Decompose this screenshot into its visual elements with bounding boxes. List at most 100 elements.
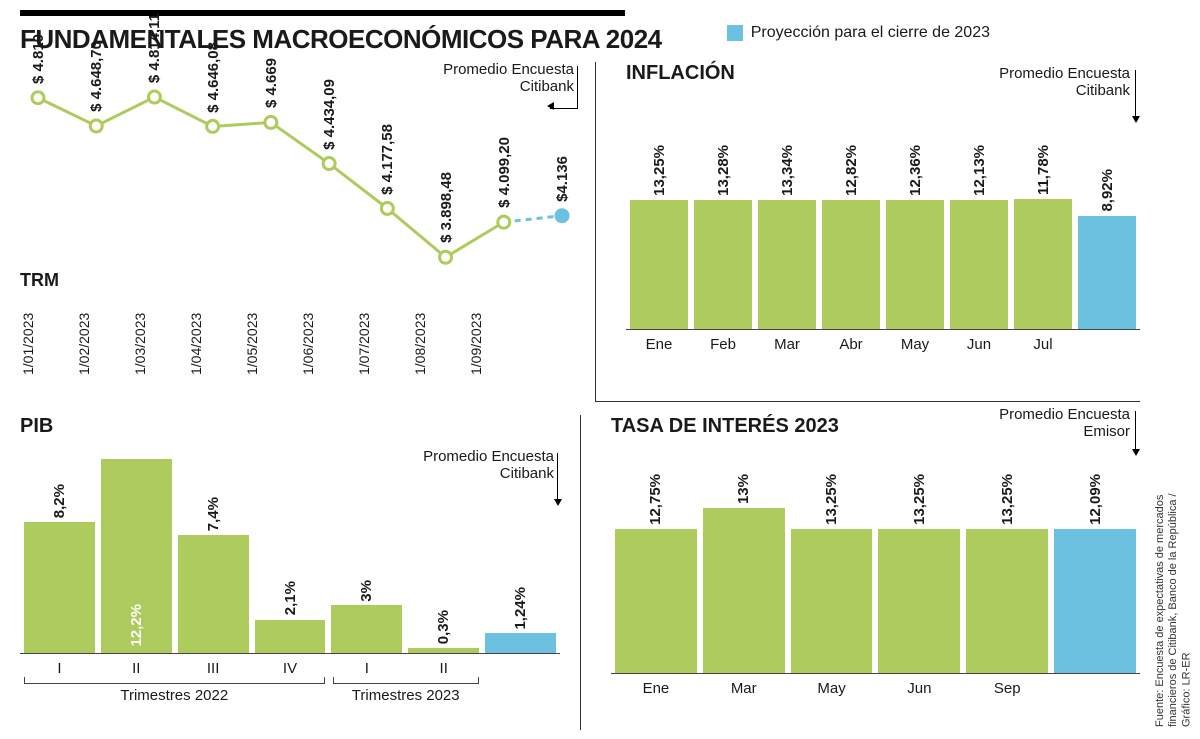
bar xyxy=(886,200,944,329)
bar xyxy=(1054,529,1136,673)
category-label: Jul xyxy=(1014,336,1072,353)
category-label: Mar xyxy=(758,336,816,353)
group-label: Trimestres 2022 xyxy=(20,679,329,704)
bar-item: 8,92% xyxy=(1078,145,1136,329)
bar-value-label: 1,24% xyxy=(512,587,529,630)
pib-title: PIB xyxy=(20,415,560,438)
category-label: Mar xyxy=(703,680,785,697)
bar-value-label: 13,28% xyxy=(715,145,732,196)
bar-item: 12,13% xyxy=(950,145,1008,329)
inflacion-panel: INFLACIÓN Promedio Encuesta Citibank 13,… xyxy=(595,62,1140,402)
tasa-callout: Promedio Encuesta Emisor xyxy=(970,407,1130,440)
bar-value-label: 13,25% xyxy=(651,145,668,196)
bar xyxy=(950,200,1008,329)
bar-item: 11,78% xyxy=(1014,145,1072,329)
category-label: Abr xyxy=(822,336,880,353)
header-rule xyxy=(20,10,625,16)
bar-item: 12,2% xyxy=(101,454,172,653)
bar-value-label: 3% xyxy=(358,580,375,602)
bar-item: 13,25% xyxy=(791,474,873,673)
bar-value-label: 13,25% xyxy=(999,474,1016,525)
category-label: 1/09/2023 xyxy=(468,308,524,380)
category-label: 1/07/2023 xyxy=(356,308,412,380)
bar-item: 13% xyxy=(703,474,785,673)
pib-groups: Trimestres 2022Trimestres 2023 xyxy=(20,677,560,704)
category-label: Ene xyxy=(615,680,697,697)
legend-swatch xyxy=(727,25,743,41)
bar xyxy=(630,200,688,329)
main-title: FUNDAMENTALES MACROECONÓMICOS PARA 2024 xyxy=(20,24,662,55)
bar-item: 12,75% xyxy=(615,474,697,673)
bar-item: 0,3% xyxy=(408,454,479,653)
line-value-label: $ 4.814,11 xyxy=(146,13,163,83)
bar xyxy=(822,200,880,329)
bar-item: 12,09% xyxy=(1054,474,1136,673)
bar-item: 13,25% xyxy=(630,145,688,329)
arrow-icon xyxy=(1132,116,1140,123)
category-label: 1/06/2023 xyxy=(300,308,356,380)
category-label xyxy=(1078,336,1136,353)
tasa-panel: TASA DE INTERÉS 2023 Promedio Encuesta E… xyxy=(580,415,1140,730)
line-value-label: $ 4.669 xyxy=(263,58,280,108)
bar-value-label: 13% xyxy=(735,474,752,504)
category-label: III xyxy=(178,660,249,677)
category-label: 1/05/2023 xyxy=(244,308,300,380)
bar-item: 12,36% xyxy=(886,145,944,329)
bar xyxy=(1014,199,1072,329)
category-label xyxy=(524,308,580,380)
bar-value-label: 8,92% xyxy=(1099,169,1116,212)
bar xyxy=(24,522,95,653)
callout-line xyxy=(1135,411,1136,451)
category-label: 1/03/2023 xyxy=(132,308,188,380)
bar xyxy=(178,535,249,653)
bar xyxy=(758,200,816,329)
bar-item: 8,2% xyxy=(24,454,95,653)
tasa-callout-text: Promedio Encuesta Emisor xyxy=(999,406,1130,440)
bar-value-label: 8,2% xyxy=(51,484,68,518)
bar-value-label: 13,34% xyxy=(779,145,796,196)
inflacion-callout-text: Promedio Encuesta Citibank xyxy=(999,65,1130,99)
category-label: Feb xyxy=(694,336,752,353)
bar xyxy=(878,529,960,673)
bar-value-label: 12,13% xyxy=(971,145,988,196)
bar-value-label: 2,1% xyxy=(282,581,299,615)
category-label: Jun xyxy=(950,336,1008,353)
category-label: II xyxy=(408,660,479,677)
line-value-label: $ 4.646,08 xyxy=(205,42,222,113)
category-label: May xyxy=(791,680,873,697)
line-value-label: $ 3.898,48 xyxy=(438,172,455,243)
category-label xyxy=(1054,680,1136,697)
bar xyxy=(791,529,873,673)
source-note: Fuente: Encuesta de expectativas de merc… xyxy=(1154,467,1194,727)
bar-value-label: 11,78% xyxy=(1035,145,1052,195)
trm-line-chart: $ 4.810$ 4.648,70$ 4.814,11$ 4.646,08$ 4… xyxy=(20,62,580,302)
callout-line xyxy=(1135,70,1136,118)
callout-line xyxy=(557,453,558,501)
bar xyxy=(485,633,556,653)
bar-value-label: 12,2% xyxy=(128,604,145,647)
category-label: 1/02/2023 xyxy=(76,308,132,380)
bar-value-label: 12,75% xyxy=(647,474,664,525)
bar xyxy=(694,200,752,329)
bar-item: 1,24% xyxy=(485,454,556,653)
category-label: Jun xyxy=(878,680,960,697)
legend-label: Proyección para el cierre de 2023 xyxy=(751,24,990,42)
category-label: II xyxy=(101,660,172,677)
legend: Proyección para el cierre de 2023 xyxy=(727,24,990,42)
bar-item: 13,25% xyxy=(878,474,960,673)
category-label: IV xyxy=(255,660,326,677)
tasa-bars: 12,75%13%13,25%13,25%13,25%12,09% xyxy=(611,474,1140,674)
line-value-label: $ 4.099,20 xyxy=(496,137,513,208)
bar-value-label: 7,4% xyxy=(205,497,222,531)
bar-value-label: 0,3% xyxy=(435,610,452,644)
bar xyxy=(255,620,326,653)
bar-item: 13,28% xyxy=(694,145,752,329)
category-label: Ene xyxy=(630,336,688,353)
category-label: 1/04/2023 xyxy=(188,308,244,380)
bar-item: 13,25% xyxy=(966,474,1048,673)
line-value-label: $ 4.434,09 xyxy=(321,79,338,150)
bar-item: 13,34% xyxy=(758,145,816,329)
category-label: 1/01/2023 xyxy=(20,308,76,380)
bar-item: 3% xyxy=(331,454,402,653)
category-label: 1/08/2023 xyxy=(412,308,468,380)
